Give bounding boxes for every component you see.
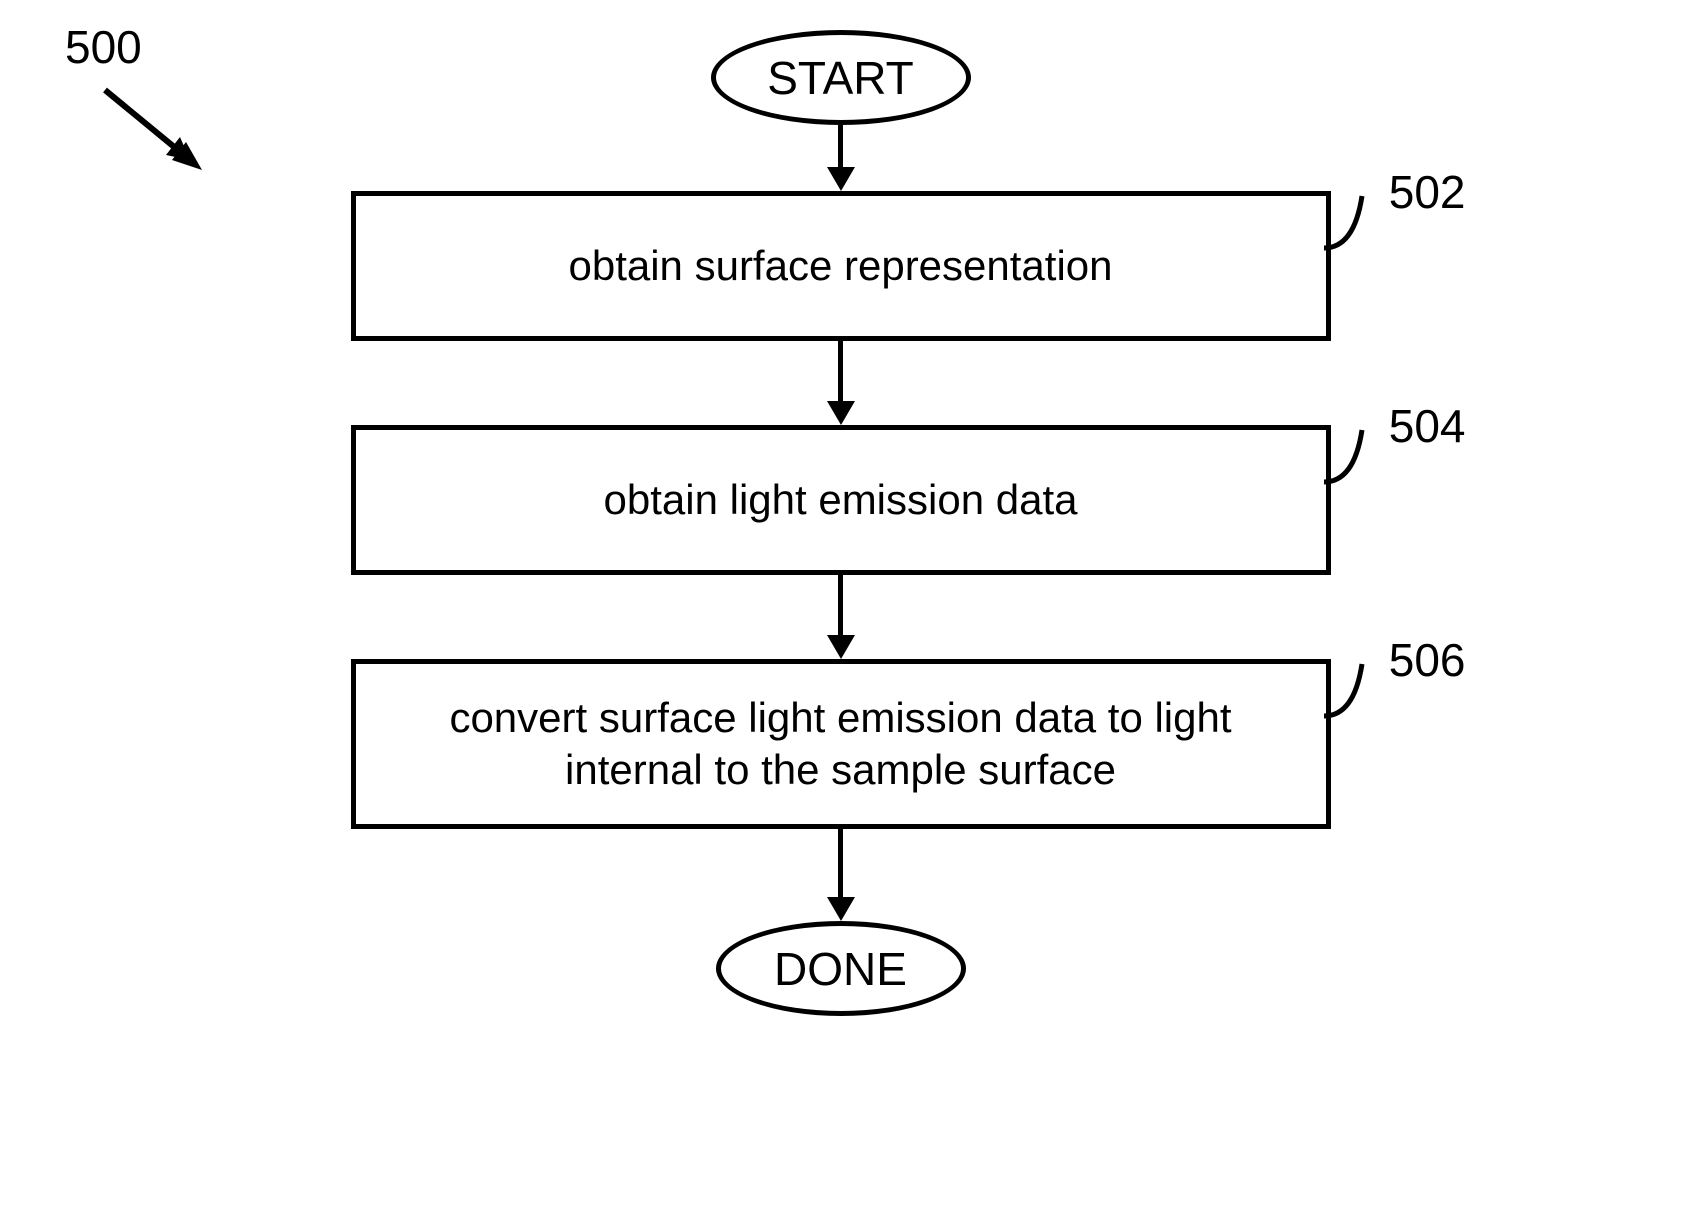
process-step-1-label: obtain surface representation [568,240,1112,293]
ref-label-506: 506 [1389,632,1466,690]
arrow-head-icon [827,167,855,191]
process-step-2: obtain light emission data 504 [351,425,1331,575]
arrow-line [838,575,843,635]
arrow-3 [827,575,855,659]
arrow-head-icon [827,897,855,921]
start-label: START [767,51,914,105]
ref-connector-icon [1324,188,1384,258]
arrow-4 [827,829,855,921]
done-node: DONE [716,921,966,1016]
arrow-2 [827,341,855,425]
arrow-head-icon [827,401,855,425]
arrow-line [838,125,843,167]
process-step-2-label: obtain light emission data [604,474,1078,527]
figure-number: 500 [65,20,142,74]
pointer-arrow-icon [90,80,220,190]
arrow-1 [827,125,855,191]
done-label: DONE [774,942,907,996]
process-step-1: obtain surface representation 502 [351,191,1331,341]
start-node: START [711,30,971,125]
process-step-3-label: convert surface light emission data to l… [376,692,1306,797]
flowchart-container: START obtain surface representation 502 … [351,30,1331,1016]
ref-connector-icon [1324,656,1384,726]
arrow-line [838,341,843,401]
arrow-head-icon [827,635,855,659]
process-step-3: convert surface light emission data to l… [351,659,1331,829]
arrow-line [838,829,843,897]
ref-label-504: 504 [1389,398,1466,456]
ref-label-502: 502 [1389,164,1466,222]
ref-connector-icon [1324,422,1384,492]
